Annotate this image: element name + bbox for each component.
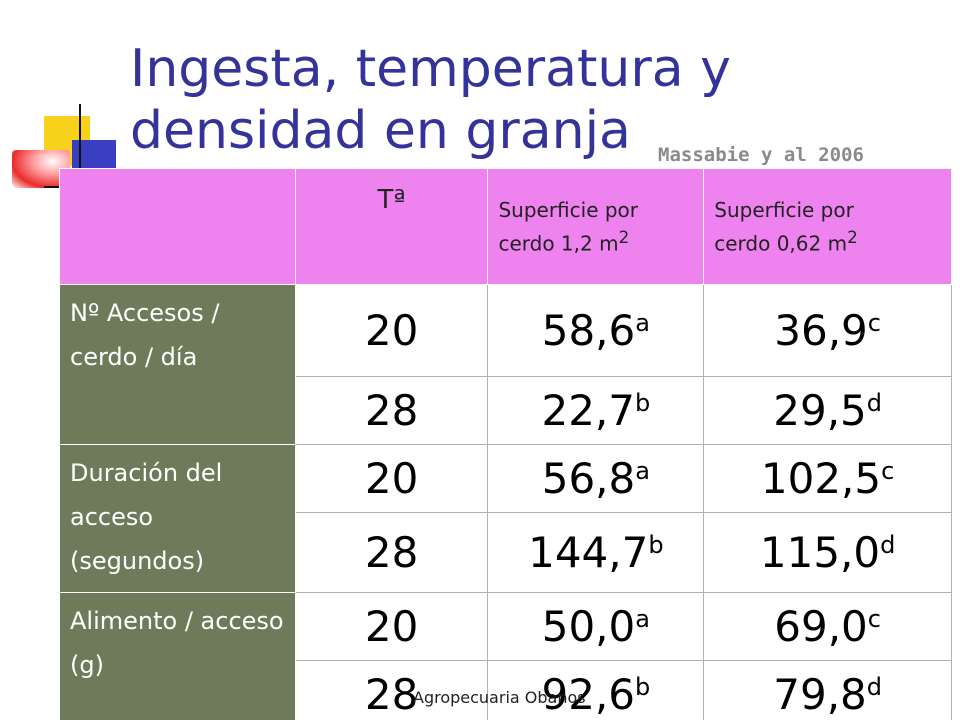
value-cell: 92,6b xyxy=(487,660,705,720)
table-row: Nº Accesos / cerdo / día 20 58,6a 36,9c xyxy=(59,284,952,445)
value-cell: 50,0a xyxy=(487,592,705,661)
value-cell: 36,9c xyxy=(703,284,952,377)
slide-title: Ingesta, temperatura y densidad en granj… xyxy=(130,39,731,161)
value-superscript: a xyxy=(635,457,650,485)
value-number: 58,6 xyxy=(541,306,636,355)
footer-text: Agropecuaria Obanos xyxy=(413,688,586,707)
value-superscript: c xyxy=(867,605,881,633)
header-empty-cell xyxy=(59,168,296,285)
table-row: 28 22,7b 29,5d xyxy=(60,376,952,445)
value-cell: 115,0d xyxy=(703,512,952,593)
value-superscript: b xyxy=(634,673,651,701)
value-superscript: c xyxy=(867,309,881,337)
table-row: Alimento / acceso (g) 20 50,0a 69,0c xyxy=(59,592,952,720)
value-number: 92,6 xyxy=(541,670,635,719)
value-number: 50,0 xyxy=(541,602,636,651)
value-superscript: d xyxy=(880,531,896,559)
temperature-cell: 20 xyxy=(294,284,489,377)
value-number: 144,7 xyxy=(528,528,649,577)
source-citation: Massabie y al 2006 xyxy=(658,144,864,166)
value-number: 29,5 xyxy=(773,386,867,435)
value-cell: 22,7b xyxy=(487,376,705,445)
value-superscript: b xyxy=(648,531,664,559)
temperature-cell: 28 xyxy=(294,512,489,593)
value-superscript: c xyxy=(881,457,895,485)
table-row: Duración del acceso (segundos) 20 56,8a … xyxy=(59,444,952,593)
value-superscript: a xyxy=(635,309,650,337)
temperature-cell: 20 xyxy=(294,592,489,661)
temperature-cell: 28 xyxy=(294,376,489,445)
header-superscript: 2 xyxy=(847,227,858,247)
row-label-food: Alimento / acceso (g) xyxy=(59,592,296,720)
header-label: cerdo 1,2 m xyxy=(498,231,619,256)
value-cell: 144,7b xyxy=(487,512,705,593)
header-label: Superficie por xyxy=(498,197,639,222)
value-cell: 29,5d xyxy=(703,376,952,445)
value-number: 56,8 xyxy=(541,454,636,503)
header-surface-0-62: Superficie por cerdo 0,62 m2 xyxy=(703,168,952,285)
table-row: 28 92,6b 79,8d xyxy=(60,660,952,720)
header-temperature: Tª xyxy=(294,168,489,285)
value-superscript: b xyxy=(634,389,651,417)
row-label-accesses: Nº Accesos / cerdo / día xyxy=(59,284,296,445)
value-number: 79,8 xyxy=(773,670,867,719)
value-number: 22,7 xyxy=(541,386,635,435)
value-cell: 79,8d xyxy=(703,660,952,720)
temperature-cell: 20 xyxy=(294,444,489,513)
value-cell: 58,6a xyxy=(487,284,705,377)
header-superscript: 2 xyxy=(618,227,630,247)
value-number: 115,0 xyxy=(759,528,881,577)
temperature-cell: 28 xyxy=(294,660,489,720)
value-number: 36,9 xyxy=(774,306,868,355)
value-superscript: d xyxy=(866,673,882,701)
value-number: 69,0 xyxy=(774,602,868,651)
value-cell: 102,5c xyxy=(703,444,952,513)
row-label-duration: Duración del acceso (segundos) xyxy=(59,444,296,593)
value-cell: 69,0c xyxy=(703,592,952,661)
header-label: Superficie por xyxy=(714,197,854,222)
corner-decoration-line xyxy=(79,104,81,196)
data-table: Tª Superficie por cerdo 1,2 m2 Superfici… xyxy=(59,168,952,720)
value-superscript: a xyxy=(635,605,650,633)
header-label: cerdo 0,62 m xyxy=(714,231,848,256)
table-row: 28 144,7b 115,0d xyxy=(60,512,952,593)
header-surface-1-2: Superficie por cerdo 1,2 m2 xyxy=(487,168,705,285)
table-header-row: Tª Superficie por cerdo 1,2 m2 Superfici… xyxy=(59,168,952,285)
value-superscript: d xyxy=(866,389,882,417)
value-number: 102,5 xyxy=(760,454,882,503)
value-cell: 56,8a xyxy=(487,444,705,513)
